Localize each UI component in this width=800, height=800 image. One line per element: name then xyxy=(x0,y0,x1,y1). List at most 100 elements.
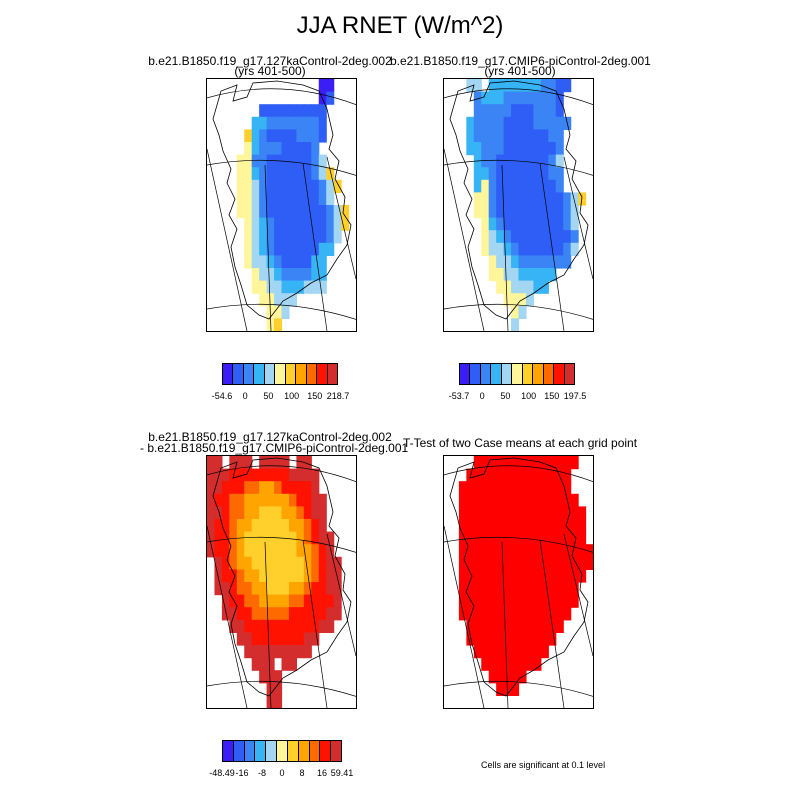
data-cell xyxy=(481,519,490,533)
data-cell xyxy=(525,167,534,181)
data-cell xyxy=(466,506,475,520)
data-cell xyxy=(548,91,557,105)
colorbar-tick-label: 197.5 xyxy=(563,391,587,401)
data-cell xyxy=(303,167,312,181)
data-cell xyxy=(503,167,512,181)
data-cell xyxy=(274,305,283,319)
data-cell xyxy=(518,217,527,231)
data-cell xyxy=(578,519,587,533)
data-cell xyxy=(481,657,490,671)
data-cell xyxy=(496,657,505,671)
data-cell xyxy=(511,217,520,231)
data-cell xyxy=(548,481,557,495)
data-cell xyxy=(333,556,342,570)
colorbar-swatch xyxy=(287,741,299,761)
data-cell xyxy=(281,255,290,269)
data-cell xyxy=(511,205,520,219)
data-cell xyxy=(259,217,268,231)
data-cell xyxy=(311,129,320,143)
data-cell xyxy=(518,594,527,608)
data-cell xyxy=(518,519,527,533)
data-cell xyxy=(311,582,320,596)
data-cell xyxy=(525,129,534,143)
data-cell xyxy=(259,645,268,659)
data-cell xyxy=(259,230,268,244)
data-cell xyxy=(318,255,327,269)
data-cell xyxy=(229,569,238,583)
data-cell xyxy=(533,493,542,507)
data-cell xyxy=(511,682,520,696)
data-cell xyxy=(511,544,520,558)
data-cell xyxy=(318,493,327,507)
data-cell xyxy=(563,255,572,269)
data-cell xyxy=(555,607,564,621)
data-cell xyxy=(496,129,505,143)
data-cell xyxy=(496,682,505,696)
data-cell xyxy=(540,493,549,507)
data-cell xyxy=(458,607,467,621)
data-cell xyxy=(236,582,245,596)
data-cell xyxy=(229,594,238,608)
data-cell xyxy=(488,468,497,482)
data-cell xyxy=(563,607,572,621)
data-cell xyxy=(473,645,482,659)
data-cell xyxy=(311,468,320,482)
data-cell xyxy=(288,268,297,282)
data-cell xyxy=(511,142,520,156)
data-cell xyxy=(548,519,557,533)
panel2-colorbar-ticks: -53.7 0 50 100 150 197.5 xyxy=(449,391,587,403)
colorbar-swatch xyxy=(264,364,276,384)
data-cell xyxy=(274,519,283,533)
data-cell xyxy=(555,582,564,596)
data-cell xyxy=(555,519,564,533)
data-cell xyxy=(274,154,283,168)
data-cell xyxy=(458,544,467,558)
data-cell xyxy=(318,104,327,118)
data-cell xyxy=(281,268,290,282)
data-cell xyxy=(525,192,534,206)
data-cell xyxy=(207,531,216,545)
data-cell xyxy=(207,493,216,507)
data-cell xyxy=(496,594,505,608)
data-cell xyxy=(533,657,542,671)
data-cell xyxy=(311,594,320,608)
colorbar-tick-label: -53.7 xyxy=(448,391,470,401)
data-cell xyxy=(533,205,542,219)
data-cell xyxy=(311,154,320,168)
data-cell xyxy=(555,594,564,608)
data-cell xyxy=(303,142,312,156)
data-cell xyxy=(525,242,534,256)
colorbar-swatch xyxy=(255,741,267,761)
colorbar-tick-label: -54.6 xyxy=(211,391,233,401)
data-cell xyxy=(236,468,245,482)
data-cell xyxy=(525,607,534,621)
data-cell xyxy=(473,468,482,482)
data-cell xyxy=(548,506,557,520)
data-cell xyxy=(303,104,312,118)
data-cell xyxy=(214,456,223,470)
data-cell xyxy=(518,468,527,482)
data-cell xyxy=(214,531,223,545)
data-cell xyxy=(511,268,520,282)
data-cell xyxy=(533,167,542,181)
data-cell xyxy=(570,594,579,608)
data-cell xyxy=(555,116,564,130)
data-cell xyxy=(488,481,497,495)
data-cell xyxy=(288,280,297,294)
data-cell xyxy=(466,594,475,608)
longitude-line xyxy=(501,541,509,708)
data-cell xyxy=(563,79,572,93)
data-cell xyxy=(525,582,534,596)
data-cell xyxy=(481,468,490,482)
data-cell xyxy=(481,142,490,156)
data-cell xyxy=(458,481,467,495)
data-cell xyxy=(488,116,497,130)
data-cell xyxy=(296,468,305,482)
data-cell xyxy=(303,594,312,608)
data-cell xyxy=(288,129,297,143)
data-cell xyxy=(511,305,520,319)
data-cell xyxy=(266,569,275,583)
data-cell xyxy=(259,242,268,256)
data-cell xyxy=(518,556,527,570)
data-cell xyxy=(525,217,534,231)
